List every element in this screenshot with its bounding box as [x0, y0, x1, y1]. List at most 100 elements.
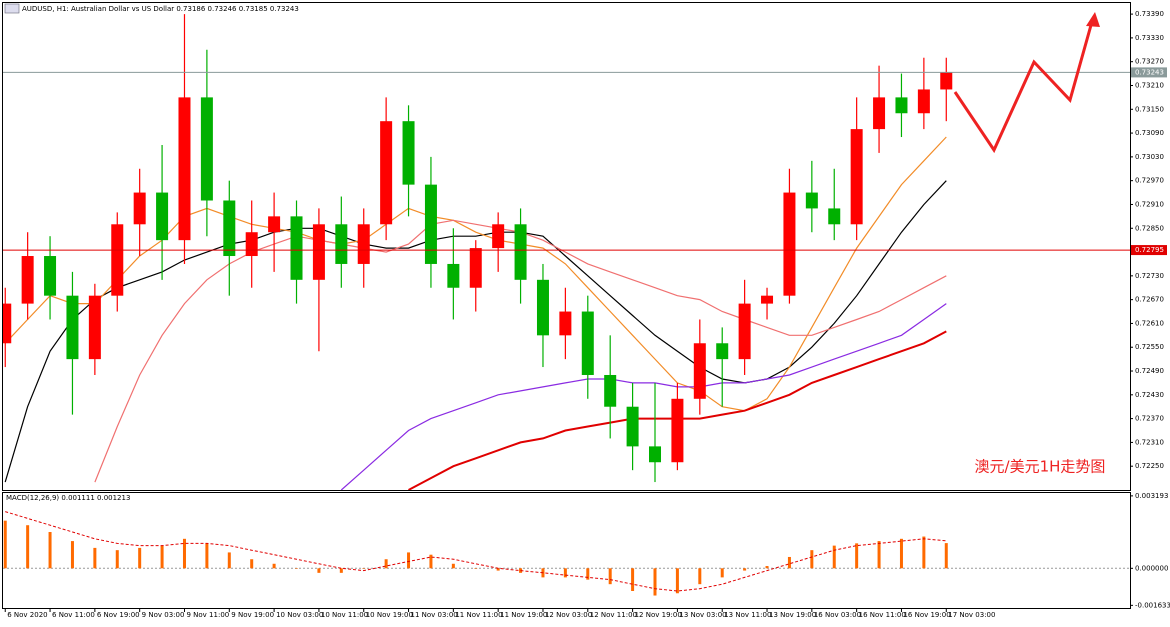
y-tick-label: 0.72670 [1135, 296, 1164, 304]
candle-body [761, 295, 774, 304]
candle-body [335, 224, 348, 264]
candle-body [604, 374, 617, 407]
x-tick-label: 12 Nov 19:00 [635, 611, 682, 619]
x-tick-label: 16 Nov 03:00 [814, 611, 861, 619]
macd-bar [317, 568, 321, 573]
candle-body [873, 97, 886, 130]
macd-bar [743, 568, 747, 571]
candle-body [940, 72, 953, 90]
macd-bar [698, 568, 702, 585]
forecast-arrows [953, 12, 1100, 154]
x-tick-label: 10 Nov 19:00 [366, 611, 413, 619]
price-label: 0.72795 [1135, 246, 1164, 254]
macd-bar [70, 541, 74, 569]
candle-body [492, 224, 505, 249]
candle-body [178, 97, 191, 241]
price-label-box [1131, 67, 1167, 78]
y-tick-label: 0.73210 [1135, 81, 1164, 89]
main-panel [2, 2, 1131, 491]
macd-bar [227, 552, 231, 569]
macd-bar [720, 568, 724, 578]
x-tick-label: 13 Nov 11:00 [724, 611, 771, 619]
chart-title: AUDUSD, H1: Australian Dollar vs US Doll… [22, 5, 299, 13]
macd-bar [899, 538, 903, 569]
x-tick-label: 11 Nov 19:00 [500, 611, 547, 619]
macd-bar [93, 547, 97, 569]
macd-bar [653, 568, 657, 596]
x-tick-label: 6 Nov 11:00 [52, 611, 95, 619]
macd-bar [675, 568, 679, 594]
macd-bar [474, 568, 478, 569]
price-label-box [1131, 245, 1167, 256]
y-tick-label: 0.72430 [1135, 391, 1164, 399]
candle-body [693, 343, 706, 399]
candle-body [626, 406, 639, 447]
x-tick-label: 13 Nov 03:00 [679, 611, 726, 619]
y-tick-label: 0.73390 [1135, 10, 1164, 18]
macd-bar [26, 525, 30, 569]
candle-body [21, 256, 34, 304]
y-tick-label: 0.72250 [1135, 462, 1164, 470]
y-tick-label: 0.73030 [1135, 153, 1164, 161]
macd-bar [765, 566, 769, 569]
macd-bar [563, 568, 567, 578]
candle-body [312, 224, 325, 280]
candle-body [536, 279, 549, 336]
macd-bar [631, 568, 635, 591]
macd-bar [250, 559, 254, 569]
macd-panel [2, 492, 1131, 609]
macd-bar [362, 568, 366, 569]
candle-body [447, 263, 460, 288]
ma-line [340, 303, 947, 490]
candle-body [716, 343, 729, 360]
macd-bar [295, 568, 299, 569]
y-tick-label: 0.73150 [1135, 105, 1164, 113]
x-tick-label: 17 Nov 03:00 [948, 611, 995, 619]
macd-bar [3, 520, 7, 569]
macd-bar [48, 532, 52, 569]
y-tick-label: 0.73090 [1135, 129, 1164, 137]
plot-area [3, 14, 953, 490]
macd-bar [496, 568, 500, 571]
candle-body [850, 129, 863, 225]
x-tick-label: 16 Nov 11:00 [859, 611, 906, 619]
candle-body [290, 216, 303, 280]
y-tick-label: 0.72550 [1135, 343, 1164, 351]
arrow-head [1086, 12, 1100, 27]
candle-body [671, 398, 684, 463]
x-tick-label: 9 Nov 19:00 [231, 611, 274, 619]
y-tick-label: 0.72910 [1135, 200, 1164, 208]
candle-body [223, 200, 236, 257]
y-tick-label: 0.72370 [1135, 415, 1164, 423]
candle-body [917, 89, 930, 114]
macd-bar [855, 543, 859, 569]
y-tick-label: 0.003193 [1135, 492, 1168, 500]
macd-bar [160, 545, 164, 569]
candle-body [3, 303, 12, 344]
annotation: 澳元/美元1H走势图 [975, 458, 1106, 476]
candle-body [581, 311, 594, 375]
candle-body [133, 192, 146, 225]
price-label: 0.73243 [1135, 68, 1164, 76]
y-tick-label: 0.72850 [1135, 224, 1164, 232]
y-tick-label: -0.001633 [1135, 601, 1170, 609]
x-tick-label: 11 Nov 03:00 [411, 611, 458, 619]
candle-body [200, 97, 213, 201]
x-tick-label: 12 Nov 11:00 [590, 611, 637, 619]
macd-bar [787, 556, 791, 569]
candle-body [245, 232, 258, 257]
candle-body [828, 208, 841, 225]
macd-bar [272, 563, 276, 569]
macd-bar [608, 568, 612, 585]
macd-title: MACD(12,26,9) 0.001111 0.001213 [6, 494, 130, 502]
candle-body [783, 192, 796, 296]
x-tick-label: 13 Nov 19:00 [769, 611, 816, 619]
y-tick-label: 0.72970 [1135, 177, 1164, 185]
candle-body [156, 192, 169, 241]
y-tick-label: 0.73330 [1135, 34, 1164, 42]
macd-bar [451, 563, 455, 569]
symbol-icon [4, 3, 20, 14]
x-tick-label: 10 Nov 11:00 [321, 611, 368, 619]
candle-body [469, 248, 482, 288]
y-tick-label: 0.72730 [1135, 272, 1164, 280]
